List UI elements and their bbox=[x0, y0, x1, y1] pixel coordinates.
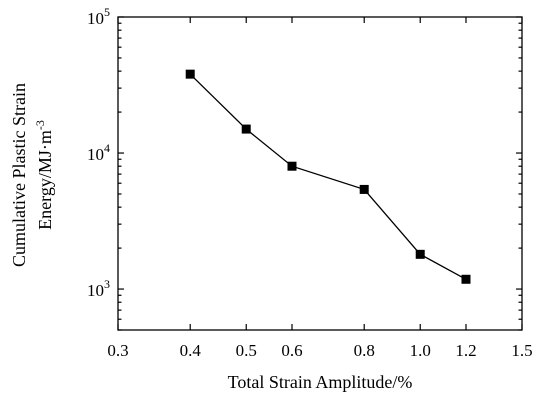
y-tick-label-exponent: 3 bbox=[104, 277, 110, 291]
y-axis-title-line-2: Energy/MJ·m-3 bbox=[33, 120, 55, 230]
x-tick-label: 1.0 bbox=[410, 341, 431, 360]
data-point bbox=[415, 249, 425, 259]
x-tick-label: 0.6 bbox=[281, 341, 302, 360]
x-tick-label: 0.8 bbox=[354, 341, 375, 360]
y-tick-label-base: 10 bbox=[87, 9, 104, 28]
y-axis-title: Cumulative Plastic Strain Energy/MJ·m-3 bbox=[9, 83, 55, 267]
y-tick-label-exponent: 5 bbox=[104, 5, 110, 19]
y-tick-label-base: 10 bbox=[87, 145, 104, 164]
x-tick-label: 0.4 bbox=[180, 341, 202, 360]
x-tick-label: 0.3 bbox=[107, 341, 128, 360]
y-axis-title-line-1: Cumulative Plastic Strain bbox=[9, 83, 29, 267]
y-tick-label-exponent: 4 bbox=[104, 141, 110, 155]
y-axis-title-line-2-text: Energy/MJ·m bbox=[35, 130, 55, 230]
series-markers bbox=[185, 69, 471, 284]
plot-frame bbox=[117, 16, 523, 331]
x-axis-title: Total Strain Amplitude/% bbox=[228, 372, 413, 392]
y-tick-label: 105 bbox=[87, 5, 110, 28]
x-tick-labels: 0.3 0.4 0.5 0.6 0.8 1.0 1.2 1.5 bbox=[107, 341, 532, 360]
x-tick-label: 1.2 bbox=[455, 341, 476, 360]
x-tick-label: 1.5 bbox=[511, 341, 532, 360]
y-tick-label-base: 10 bbox=[87, 281, 104, 300]
data-point bbox=[461, 274, 471, 284]
data-point bbox=[287, 161, 297, 171]
axis-ticks bbox=[117, 16, 523, 331]
y-axis-title-superscript: -3 bbox=[33, 120, 47, 130]
y-tick-label: 104 bbox=[87, 141, 110, 164]
x-tick-label: 0.5 bbox=[236, 341, 257, 360]
data-point bbox=[359, 184, 369, 194]
series-line bbox=[189, 73, 467, 280]
data-point bbox=[241, 124, 251, 134]
y-tick-label: 103 bbox=[87, 277, 110, 300]
data-point bbox=[185, 69, 195, 79]
